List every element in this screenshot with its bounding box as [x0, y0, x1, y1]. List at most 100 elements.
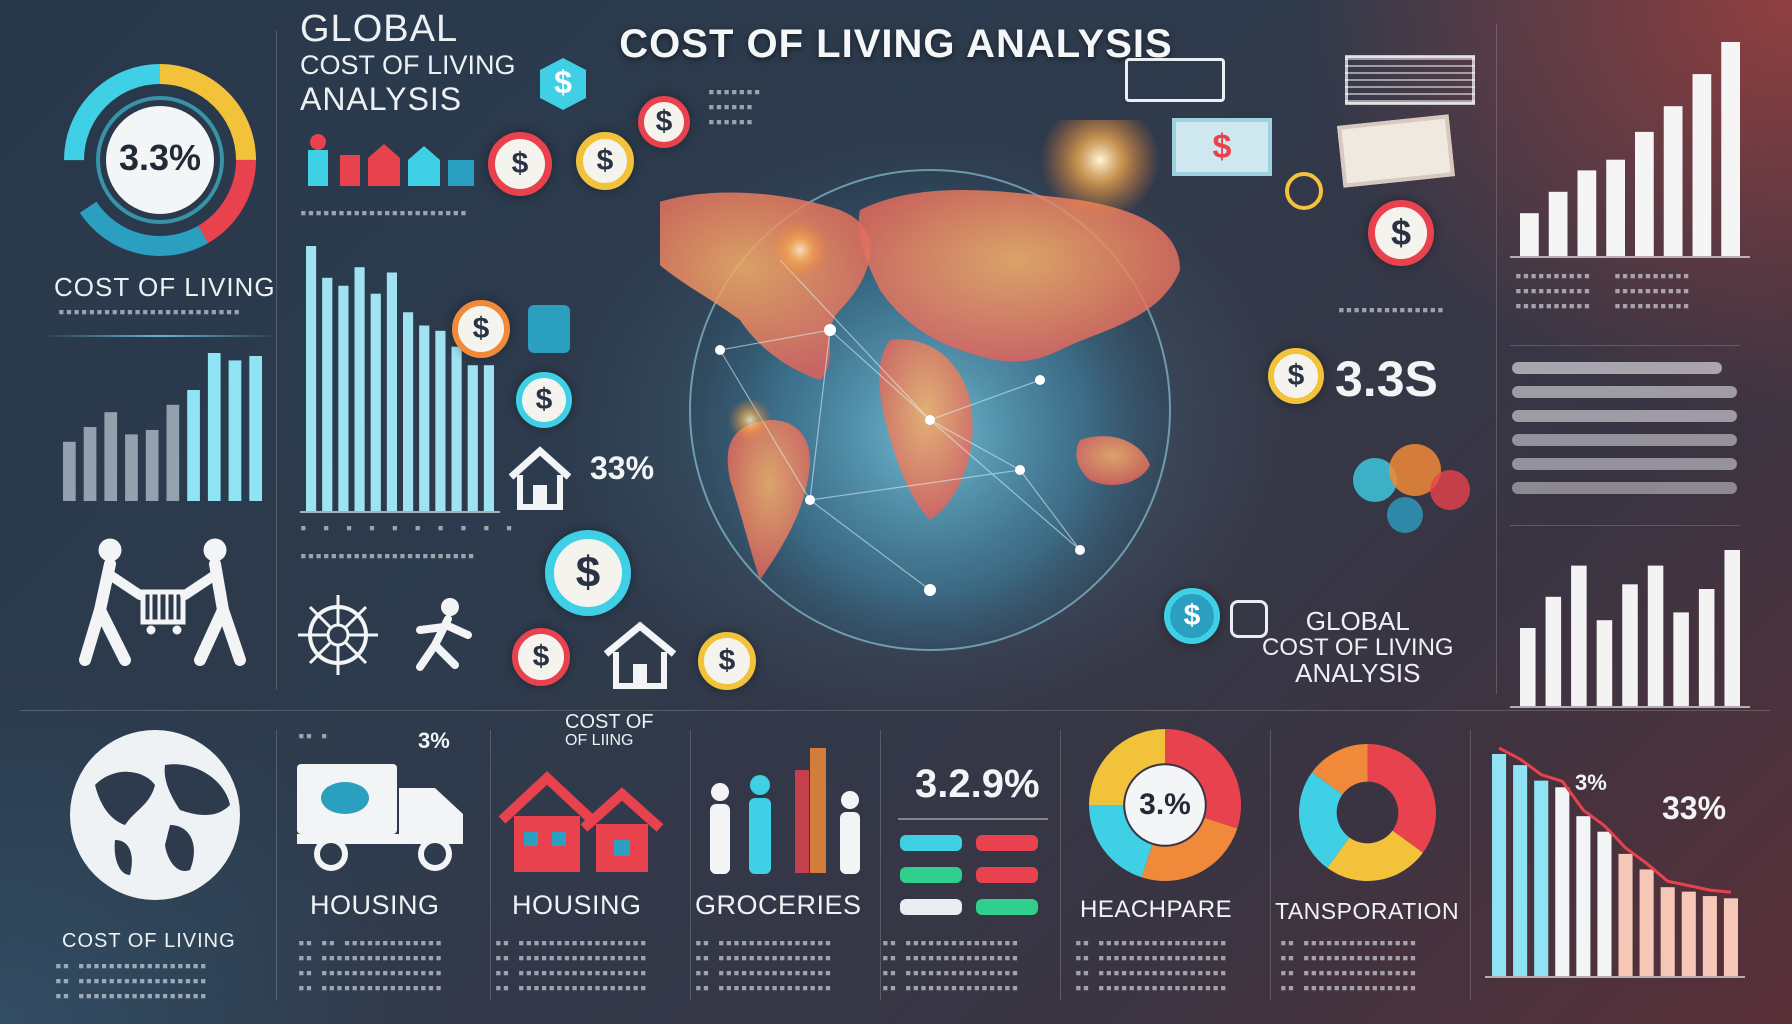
coin-icon-large: $: [545, 530, 631, 616]
receipt-icon: [1345, 55, 1475, 105]
category-text-5: ▪▪ ▪▪▪▪▪▪▪▪▪▪▪▪▪▪▪ ▪▪ ▪▪▪▪▪▪▪▪▪▪▪▪▪▪▪ ▪▪…: [1280, 936, 1418, 994]
progress-bar-5: [1512, 458, 1737, 470]
bar-9: [1724, 550, 1740, 706]
global-heading: GLOBAL COST OF LIVING ANALYSIS: [300, 10, 516, 115]
bar-5: [145, 429, 159, 501]
progress-bar-1: [1512, 362, 1722, 374]
bar-12: [483, 365, 494, 511]
pill-white-1: [900, 899, 962, 915]
category-label-4: HEACHPARE: [1080, 896, 1233, 923]
divider-bottom-2: [490, 730, 491, 1000]
bar-6: [166, 404, 180, 501]
truck-squiggle: ▪▪ ▪: [298, 729, 329, 742]
bar-11: [1702, 896, 1717, 976]
slice-1: [1367, 744, 1436, 853]
bar-6: [386, 272, 397, 511]
bar-7: [187, 390, 200, 501]
coin-icon-6: $: [512, 628, 570, 686]
heading-line1: GLOBAL: [300, 8, 459, 50]
badge-icon-3: [1230, 600, 1268, 638]
house-icons-row: [300, 130, 480, 190]
divider-right-1: [1510, 345, 1740, 346]
divider-bottom-6: [1270, 730, 1271, 1000]
bar-1: [306, 246, 317, 511]
bar-2: [1548, 191, 1568, 256]
pill-red-2: [976, 867, 1038, 883]
bar-1: [63, 441, 76, 501]
stat-text: ▪▪ ▪▪▪▪▪▪▪▪▪▪▪▪▪▪▪ ▪▪ ▪▪▪▪▪▪▪▪▪▪▪▪▪▪▪ ▪▪…: [882, 936, 1020, 994]
category-label-5: TANSPORATION: [1275, 898, 1460, 924]
donut-1-value: 3.%: [1139, 788, 1191, 821]
slice-3: [1089, 805, 1153, 878]
truck-icon: [295, 762, 470, 872]
banknote-icon-2: [1337, 114, 1455, 188]
slice-4: [1089, 729, 1165, 805]
bar-1: [1520, 628, 1536, 706]
ring-gauge: 3.3%: [55, 55, 265, 265]
dollar-tag-icon-1: $: [538, 56, 588, 112]
bar-4: [354, 267, 365, 511]
squiggle-top-center: ▪▪▪▪▪▪▪ ▪▪▪▪▪▪ ▪▪▪▪▪▪: [708, 85, 762, 128]
center-percent: 33%: [590, 450, 655, 486]
healthcare-donut-chart: [1089, 729, 1241, 881]
bar-7: [1673, 612, 1689, 706]
category-label-1: HOUSING: [310, 890, 440, 920]
progress-list: [1512, 362, 1742, 494]
divider-right-2: [1510, 525, 1740, 526]
dollar-symbol: $: [554, 64, 572, 100]
donut-hole: [1125, 765, 1205, 845]
house-icon-2: [600, 620, 680, 690]
bar-4: [125, 434, 138, 501]
coin-icon-4: $: [452, 300, 510, 358]
bar-10: [1681, 891, 1696, 976]
globe-icon: [55, 725, 255, 905]
bar-2: [322, 277, 333, 511]
right-global-label: GLOBAL COST OF LIVING ANALYSIS: [1262, 606, 1454, 689]
groceries-people-icon: [695, 730, 875, 875]
right-big-value: 3.3S: [1335, 351, 1438, 407]
bar-10: [249, 355, 262, 501]
house-icon-1: [505, 445, 575, 511]
ring-value: 3.3%: [118, 137, 202, 178]
divider-bottom-7: [1470, 730, 1471, 1000]
bar-5: [1576, 816, 1591, 976]
coin-icon-9: $: [1268, 348, 1324, 404]
bar-4: [1596, 620, 1613, 706]
bar-5: [1622, 584, 1638, 706]
banknote-icon-1: $: [1172, 118, 1272, 176]
progress-bar-4: [1512, 434, 1737, 446]
divider-bottom-3: [690, 730, 691, 1000]
divider-horizontal-bottom: [20, 710, 1770, 711]
right-label-line3: ANALYSIS: [1295, 658, 1421, 689]
right-label-line1: GLOBAL: [1305, 606, 1410, 636]
coin-icon-1: $: [638, 96, 690, 148]
bar-2: [83, 427, 97, 501]
bar-1: [1520, 213, 1539, 256]
stat-pills: [900, 835, 1050, 915]
bar-1: [1492, 754, 1507, 976]
coin-icon-3: $: [576, 132, 634, 190]
left-bar-chart: [63, 353, 262, 501]
progress-bar-6: [1512, 482, 1737, 494]
bar-3: [1571, 565, 1587, 706]
donut-hole: [1338, 783, 1397, 842]
trend-line: [1498, 746, 1732, 894]
bar-6: [1597, 831, 1612, 976]
category-label-2: HOUSING: [512, 890, 642, 920]
bar-3: [1577, 170, 1597, 256]
slice-4: [1312, 744, 1368, 795]
stat-divider: [898, 818, 1048, 820]
progress-bar-3: [1512, 410, 1737, 422]
tall-bar-chart: [300, 246, 500, 513]
bar-6: [1647, 565, 1664, 706]
pill-cyan-1: [900, 835, 962, 851]
bar-8: [1639, 869, 1654, 976]
squiggle-right-globe: ▪▪▪▪▪▪▪▪▪▪▪▪▪▪: [1338, 303, 1445, 316]
heading-line3: ANALYSIS: [300, 81, 463, 117]
cluster-squiggle: ▪▪▪▪▪▪▪▪▪▪▪▪▪▪▪▪▪▪▪▪▪▪▪: [300, 549, 476, 562]
bar-5: [1635, 131, 1654, 256]
top-left-caption: COST OF LIVING: [54, 272, 276, 302]
bar-11: [467, 365, 478, 511]
right-mid-bar-chart: [1510, 550, 1750, 708]
bottom-globe-text: ▪▪ ▪▪▪▪▪▪▪▪▪▪▪▪▪▪▪▪▪ ▪▪ ▪▪▪▪▪▪▪▪▪▪▪▪▪▪▪▪…: [55, 959, 208, 1002]
